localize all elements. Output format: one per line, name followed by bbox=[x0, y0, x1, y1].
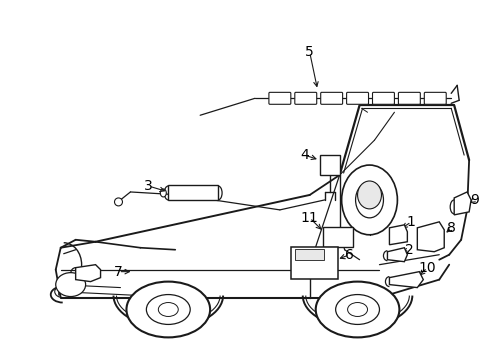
Polygon shape bbox=[416, 222, 443, 252]
Polygon shape bbox=[453, 192, 470, 215]
Text: 3: 3 bbox=[143, 179, 152, 193]
FancyBboxPatch shape bbox=[424, 92, 446, 104]
Ellipse shape bbox=[126, 282, 210, 337]
Text: 8: 8 bbox=[446, 221, 455, 235]
Ellipse shape bbox=[347, 302, 367, 316]
FancyBboxPatch shape bbox=[320, 92, 342, 104]
Ellipse shape bbox=[160, 189, 166, 197]
Ellipse shape bbox=[146, 294, 190, 324]
Text: 1: 1 bbox=[406, 215, 415, 229]
Text: 11: 11 bbox=[300, 211, 318, 225]
Ellipse shape bbox=[363, 192, 375, 208]
FancyBboxPatch shape bbox=[295, 249, 324, 260]
FancyBboxPatch shape bbox=[290, 247, 337, 279]
Ellipse shape bbox=[56, 273, 85, 297]
Ellipse shape bbox=[355, 182, 383, 218]
Ellipse shape bbox=[315, 282, 399, 337]
Ellipse shape bbox=[114, 198, 122, 206]
FancyBboxPatch shape bbox=[294, 92, 316, 104]
Ellipse shape bbox=[357, 181, 381, 209]
Ellipse shape bbox=[158, 302, 178, 316]
Ellipse shape bbox=[335, 294, 379, 324]
Polygon shape bbox=[388, 272, 423, 288]
Polygon shape bbox=[319, 155, 339, 175]
FancyBboxPatch shape bbox=[268, 92, 290, 104]
Polygon shape bbox=[76, 265, 101, 282]
Text: 6: 6 bbox=[345, 248, 353, 262]
Text: 7: 7 bbox=[114, 265, 122, 279]
Text: 4: 4 bbox=[300, 148, 308, 162]
FancyBboxPatch shape bbox=[372, 92, 394, 104]
FancyBboxPatch shape bbox=[346, 92, 368, 104]
Text: 5: 5 bbox=[305, 45, 313, 59]
Text: 9: 9 bbox=[468, 193, 478, 207]
Ellipse shape bbox=[341, 165, 397, 235]
Text: 10: 10 bbox=[418, 261, 435, 275]
Polygon shape bbox=[388, 225, 407, 245]
FancyBboxPatch shape bbox=[322, 227, 352, 247]
Polygon shape bbox=[168, 185, 218, 200]
FancyBboxPatch shape bbox=[398, 92, 420, 104]
Polygon shape bbox=[386, 248, 407, 262]
Text: 2: 2 bbox=[404, 243, 413, 257]
